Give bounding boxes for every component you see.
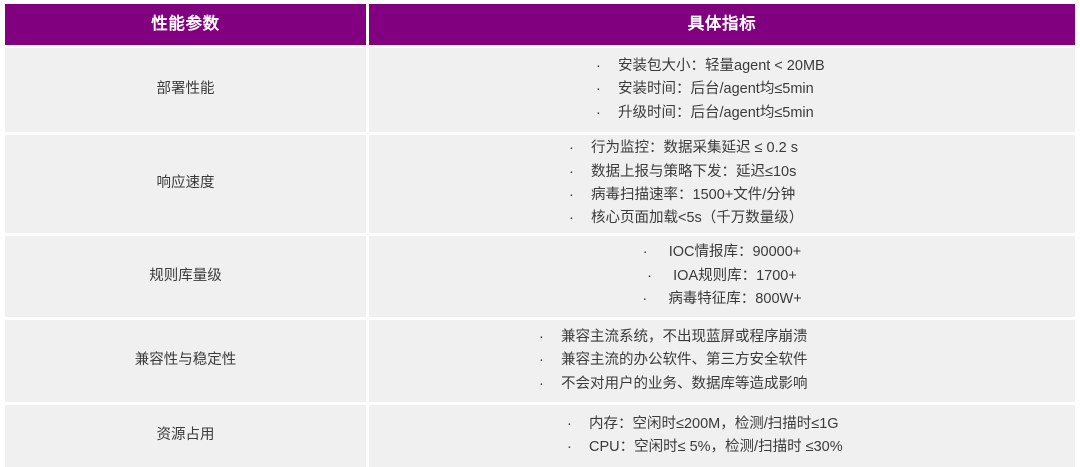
list-item: · 升级时间：后台/agent均≤5min: [596, 102, 1080, 125]
list-item: · 病毒扫描速率：1500+文件/分钟: [569, 184, 1080, 207]
bullet-icon: ·: [569, 210, 574, 227]
list-item: · 不会对用户的业务、数据库等造成影响: [539, 373, 1080, 396]
list-item-text: 数据上报与策略下发：延迟≤10s: [591, 163, 797, 180]
bullet-icon: ·: [539, 375, 544, 392]
list-item-text: CPU：空闲时≤ 5%，检测/扫描时 ≤30%: [589, 439, 843, 455]
list-item-text: IOC情报库：90000+: [668, 244, 802, 261]
bullet-icon: ·: [569, 187, 574, 203]
list-item: · 安装时间：后台/agent均≤5min: [596, 78, 1080, 101]
list-item-text: 内存：空闲时≤200M，检测/扫描时≤1G: [589, 415, 839, 432]
row-metric-cell: · 兼容主流系统，不出现蓝屏或程序崩溃 · 兼容主流的办公软件、第三方安全软件 · 不…: [369, 320, 1075, 402]
list-item-text: 核心页面加载<5s（千万数量级）: [591, 210, 804, 227]
table-row: 规则库量级 · IOC情报库：90000+ · IOA规则库：1700+ · 病毒特征…: [5, 236, 1075, 317]
row-metric-cell: · 内存：空闲时≤200M，检测/扫描时≤1G · CPU：空闲时≤ 5%，检测/扫…: [369, 405, 1075, 467]
table-header-cell-metric: 具体指标: [369, 4, 1075, 45]
list-item: · IOC情报库：90000+: [369, 241, 1075, 264]
list-item: · 病毒特征库：800W+: [369, 288, 1075, 311]
row-parameter-cell: 规则库量级: [5, 236, 366, 317]
list-item-text: 升级时间：后台/agent均≤5min: [618, 104, 814, 121]
bullet-icon: ·: [567, 415, 572, 432]
bullet-icon: ·: [642, 244, 648, 261]
list-item: · 行为监控：数据采集延迟 ≤ 0.2 s: [569, 137, 1080, 160]
metric-bullet-list: · IOC情报库：90000+ · IOA规则库：1700+ · 病毒特征库：800W…: [369, 241, 1075, 311]
table-row: 响应速度 · 行为监控：数据采集延迟 ≤ 0.2 s · 数据上报与策略下发：延迟≤…: [5, 135, 1075, 233]
row-parameter-label: 响应速度: [156, 175, 215, 192]
metric-bullet-list: · 行为监控：数据采集延迟 ≤ 0.2 s · 数据上报与策略下发：延迟≤10s ·…: [369, 137, 1080, 231]
bullet-icon: ·: [596, 104, 601, 121]
row-parameter-label: 资源占用: [156, 427, 215, 444]
list-item-text: IOA规则库：1700+: [673, 267, 797, 284]
list-item: · 数据上报与策略下发：延迟≤10s: [569, 161, 1080, 184]
row-parameter-cell: 部署性能: [5, 48, 366, 132]
column-header-metric-label: 具体指标: [687, 15, 757, 34]
bullet-icon: ·: [596, 81, 601, 98]
bullet-icon: ·: [569, 163, 574, 180]
row-parameter-cell: 响应速度: [5, 135, 366, 233]
row-parameter-label: 规则库量级: [149, 267, 222, 284]
table-row: 兼容性与稳定性 · 兼容主流系统，不出现蓝屏或程序崩溃 · 兼容主流的办公软件、第三…: [5, 320, 1075, 402]
list-item-text: 病毒特征库：800W+: [668, 291, 802, 308]
list-item-text: 病毒扫描速率：1500+文件/分钟: [591, 187, 796, 203]
list-item-text: 不会对用户的业务、数据库等造成影响: [561, 375, 808, 392]
table-row: 资源占用 · 内存：空闲时≤200M，检测/扫描时≤1G · CPU：空闲时≤ 5%…: [5, 405, 1075, 467]
list-item-text: 兼容主流的办公软件、第三方安全软件: [561, 352, 808, 369]
bullet-icon: ·: [642, 291, 648, 308]
row-parameter-cell: 资源占用: [5, 405, 366, 467]
row-metric-cell: · IOC情报库：90000+ · IOA规则库：1700+ · 病毒特征库：800W…: [369, 236, 1075, 317]
list-item: · 兼容主流的办公软件、第三方安全软件: [539, 349, 1080, 372]
list-item: · 兼容主流系统，不出现蓝屏或程序崩溃: [539, 326, 1080, 349]
list-item: · IOA规则库：1700+: [369, 265, 1075, 288]
list-item-text: 安装时间：后台/agent均≤5min: [618, 81, 814, 98]
list-item: · 内存：空闲时≤200M，检测/扫描时≤1G: [567, 413, 1080, 436]
metric-bullet-list: · 兼容主流系统，不出现蓝屏或程序崩溃 · 兼容主流的办公软件、第三方安全软件 · 不…: [369, 326, 1080, 396]
bullet-icon: ·: [539, 328, 544, 345]
table-header-cell-parameter: 性能参数: [5, 4, 366, 45]
list-item: · 安装包大小：轻量agent < 20MB: [596, 55, 1080, 78]
metric-bullet-list: · 安装包大小：轻量agent < 20MB · 安装时间：后台/agent均≤5m…: [369, 55, 1080, 125]
table-header-row: 性能参数 具体指标: [5, 4, 1075, 45]
bullet-icon: ·: [567, 439, 572, 455]
row-metric-cell: · 安装包大小：轻量agent < 20MB · 安装时间：后台/agent均≤5m…: [369, 48, 1075, 132]
row-parameter-cell: 兼容性与稳定性: [5, 320, 366, 402]
row-metric-cell: · 行为监控：数据采集延迟 ≤ 0.2 s · 数据上报与策略下发：延迟≤10s ·…: [369, 135, 1075, 233]
bullet-icon: ·: [647, 267, 652, 284]
metric-bullet-list: · 内存：空闲时≤200M，检测/扫描时≤1G · CPU：空闲时≤ 5%，检测/扫…: [369, 413, 1080, 460]
table-row: 部署性能 · 安装包大小：轻量agent < 20MB · 安装时间：后台/agen…: [5, 48, 1075, 132]
bullet-icon: ·: [569, 140, 574, 157]
list-item-text: 安装包大小：轻量agent < 20MB: [618, 57, 825, 74]
list-item: · CPU：空闲时≤ 5%，检测/扫描时 ≤30%: [567, 436, 1080, 459]
column-header-parameter-label: 性能参数: [151, 15, 220, 34]
row-parameter-label: 部署性能: [156, 81, 215, 98]
bullet-icon: ·: [539, 352, 544, 369]
row-parameter-label: 兼容性与稳定性: [134, 352, 237, 369]
list-item-text: 行为监控：数据采集延迟 ≤ 0.2 s: [591, 140, 798, 157]
list-item-text: 兼容主流系统，不出现蓝屏或程序崩溃: [561, 328, 808, 345]
bullet-icon: ·: [596, 57, 601, 74]
performance-spec-table: 性能参数 具体指标 部署性能 · 安装包大小：轻量agent < 20MB · 安装…: [5, 4, 1075, 467]
list-item: · 核心页面加载<5s（千万数量级）: [569, 207, 1080, 230]
